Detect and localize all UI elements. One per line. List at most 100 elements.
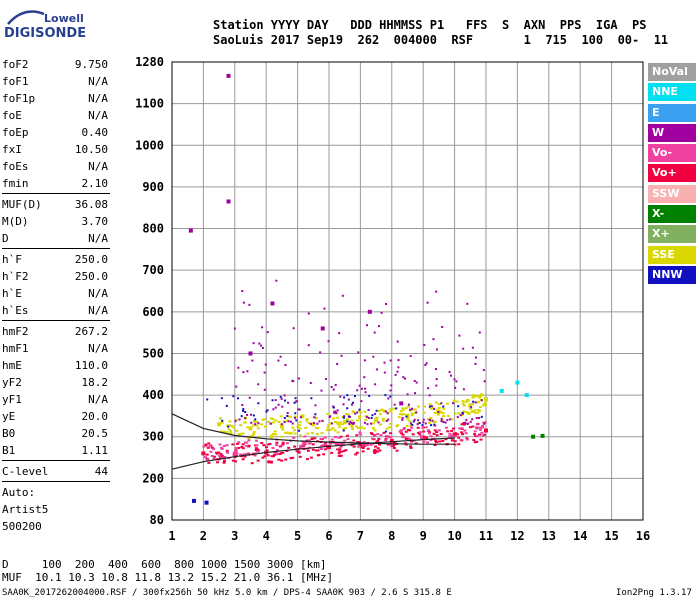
echo-point [386,412,389,415]
echo-point [336,363,339,366]
echo-point [416,426,420,429]
echo-point [287,415,291,418]
echo-point [362,427,366,430]
echo-point [300,444,304,447]
echo-point [308,442,312,445]
echo-point [334,442,338,445]
echo-point [226,199,231,204]
param-value: 20.5 [81,427,109,440]
echo-point [465,438,469,441]
echo-point [438,403,442,406]
echo-point [389,422,393,425]
echo-point [305,419,309,422]
echo-point [299,416,302,419]
echo-point [291,456,295,459]
echo-point [446,415,450,418]
echo-point [275,451,279,454]
echo-point [281,441,285,444]
swoosh-icon [7,10,45,25]
echo-point [305,458,309,461]
echo-point [241,290,244,293]
echo-point [252,342,255,345]
echo-point [285,431,289,434]
legend-item: Vo+ [648,164,696,183]
echo-point [478,433,482,436]
echo-point [337,442,341,445]
echo-point [289,420,292,423]
echo-point [389,359,392,362]
echo-point [524,393,529,398]
echo-point [212,448,216,451]
echo-point [410,412,414,415]
echo-point [346,438,350,441]
echo-point [261,326,264,329]
echo-point [208,445,212,448]
y-tick-label: 600 [142,305,164,319]
echo-point [293,445,297,448]
echo-point [440,417,443,420]
echo-point [402,376,405,379]
echo-point [342,427,346,430]
echo-point [243,421,247,424]
echo-point [453,443,457,446]
echo-point [246,413,249,416]
echo-point [478,395,482,398]
echo-point [474,356,477,359]
echo-point [245,444,249,447]
echo-point [243,455,247,458]
echo-point [263,388,266,391]
echo-point [479,394,483,397]
echo-point [274,406,277,409]
echo-point [468,426,472,429]
echo-point [301,414,305,417]
echo-point [437,406,441,409]
echo-point [242,371,245,374]
echo-point [444,438,448,441]
echo-point [203,456,207,459]
echo-point [284,431,288,434]
echo-point [313,416,316,419]
echo-point [440,402,443,405]
echo-point [482,421,486,424]
legend-item: Vo- [648,144,696,163]
echo-point [404,407,408,410]
echo-point [338,421,342,424]
echo-point [456,416,459,419]
echo-point [402,427,406,430]
param-row: D N/A [2,230,108,247]
echo-point [338,425,342,428]
echo-point [346,420,349,423]
echo-point [386,443,390,446]
echo-point [327,424,331,427]
echo-point [472,433,476,436]
echo-point [475,423,479,426]
echo-point [302,442,306,445]
echo-point [427,387,430,390]
echo-point [295,419,298,422]
echo-point [428,405,431,408]
echo-point [307,422,311,425]
echo-point [416,431,420,434]
echo-point [387,418,390,421]
echo-point [263,425,267,428]
echo-point [314,404,317,407]
echo-point [334,384,337,387]
echo-point [291,426,295,429]
echo-point [303,435,307,438]
echo-point [270,436,274,439]
param-value: 36.08 [74,198,108,211]
echo-point [222,461,226,464]
echo-point [385,427,389,430]
echo-point [358,443,362,446]
echo-point [319,351,322,354]
echo-point [389,389,392,392]
echo-point [275,449,279,452]
echo-point [471,394,475,397]
echo-point [244,453,248,456]
echo-point [465,411,469,414]
echo-point [188,228,193,233]
echo-point [311,448,315,451]
echo-point [383,361,386,364]
legend-item: E [648,103,696,122]
echo-point [434,441,438,444]
